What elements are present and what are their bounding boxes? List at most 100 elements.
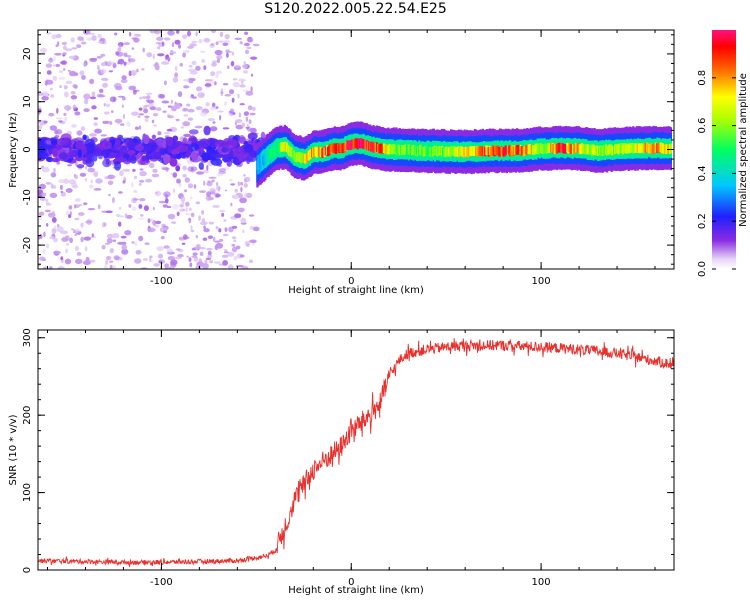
noise-blob (167, 30, 175, 36)
noise-blob (146, 95, 151, 100)
noise-blob (136, 68, 139, 73)
noise-blob (216, 58, 220, 64)
noise-blob (138, 113, 144, 116)
signal-cell (352, 139, 355, 149)
noise-blob (232, 236, 237, 240)
noise-blob (224, 94, 232, 97)
noise-blob (130, 69, 137, 76)
signal-cell (588, 145, 592, 155)
noise-blob (162, 204, 168, 208)
signal-cell (381, 144, 384, 154)
noise-blob (132, 197, 137, 204)
signal-cell (658, 143, 661, 154)
noise-core-blob (134, 144, 145, 152)
noise-blob (84, 178, 88, 182)
noise-blob (111, 233, 120, 239)
noise-blob (243, 111, 249, 116)
noise-blob (88, 32, 96, 35)
noise-blob (139, 198, 146, 202)
noise-blob (189, 196, 193, 200)
snr-xtick-label: 100 (532, 577, 551, 588)
signal-cell (422, 146, 425, 157)
signal-cell (520, 145, 523, 156)
noise-blob (230, 60, 235, 67)
noise-blob (131, 241, 135, 244)
noise-blob (46, 70, 52, 75)
noise-blob (93, 117, 99, 120)
noise-blob (182, 79, 189, 82)
noise-blob (40, 198, 49, 202)
signal-cell (469, 146, 472, 156)
signal-cell (557, 143, 560, 153)
noise-blob (224, 34, 230, 40)
noise-blob (234, 65, 240, 69)
noise-blob (117, 241, 125, 245)
noise-blob (91, 91, 96, 97)
noise-blob (239, 197, 248, 204)
noise-blob (223, 233, 229, 237)
noise-blob (109, 248, 115, 254)
noise-blob (188, 257, 192, 262)
signal-cell (445, 146, 448, 157)
signal-cell (364, 139, 367, 150)
noise-blob (72, 228, 81, 233)
signal-cell (293, 152, 297, 162)
noise-blob (222, 260, 229, 266)
signal-cell (256, 160, 259, 171)
noise-blob (88, 259, 96, 263)
signal-cell (574, 143, 577, 154)
noise-blob (109, 264, 113, 269)
noise-blob (109, 260, 114, 263)
noise-blob (189, 262, 193, 268)
noise-blob (239, 181, 244, 186)
noise-blob (134, 258, 142, 264)
noise-blob (121, 248, 129, 255)
noise-blob (101, 244, 106, 250)
noise-blob (83, 108, 90, 113)
noise-blob (89, 58, 97, 63)
noise-blob (203, 225, 206, 229)
noise-blob (223, 101, 228, 106)
noise-blob (142, 47, 145, 53)
signal-cell (404, 144, 407, 155)
noise-blob (224, 189, 228, 192)
signal-cell (457, 147, 461, 158)
noise-blob (79, 70, 85, 76)
signal-cell (428, 146, 431, 156)
noise-blob (80, 222, 84, 228)
noise-core-blob (210, 158, 223, 166)
noise-blob (218, 228, 222, 233)
noise-blob (174, 103, 181, 110)
noise-blob (244, 240, 250, 247)
noise-blob (109, 96, 117, 103)
noise-blob (171, 204, 180, 210)
noise-blob (147, 227, 153, 233)
noise-blob (47, 212, 56, 218)
noise-blob (118, 206, 122, 210)
noise-blob (48, 236, 55, 240)
signal-cell (606, 145, 609, 156)
noise-blob (61, 41, 67, 46)
noise-blob (178, 236, 186, 241)
noise-blob (74, 217, 80, 221)
noise-blob (192, 252, 198, 256)
noise-blob (164, 263, 170, 269)
noise-blob (217, 40, 226, 43)
signal-cell (510, 146, 513, 156)
noise-blob (55, 117, 63, 120)
noise-blob (89, 96, 97, 100)
signal-cell (497, 146, 500, 157)
noise-core-blob (169, 157, 178, 167)
noise-core-blob (115, 138, 121, 147)
noise-blob (43, 120, 48, 124)
noise-blob (221, 254, 229, 258)
signal-cell (329, 144, 332, 154)
noise-blob (64, 258, 72, 265)
noise-blob (83, 236, 92, 241)
noise-blob (45, 32, 52, 35)
noise-blob (97, 34, 102, 39)
noise-blob (106, 238, 113, 244)
noise-blob (90, 236, 96, 239)
signal-cell (570, 144, 573, 154)
signal-cell (568, 142, 571, 153)
